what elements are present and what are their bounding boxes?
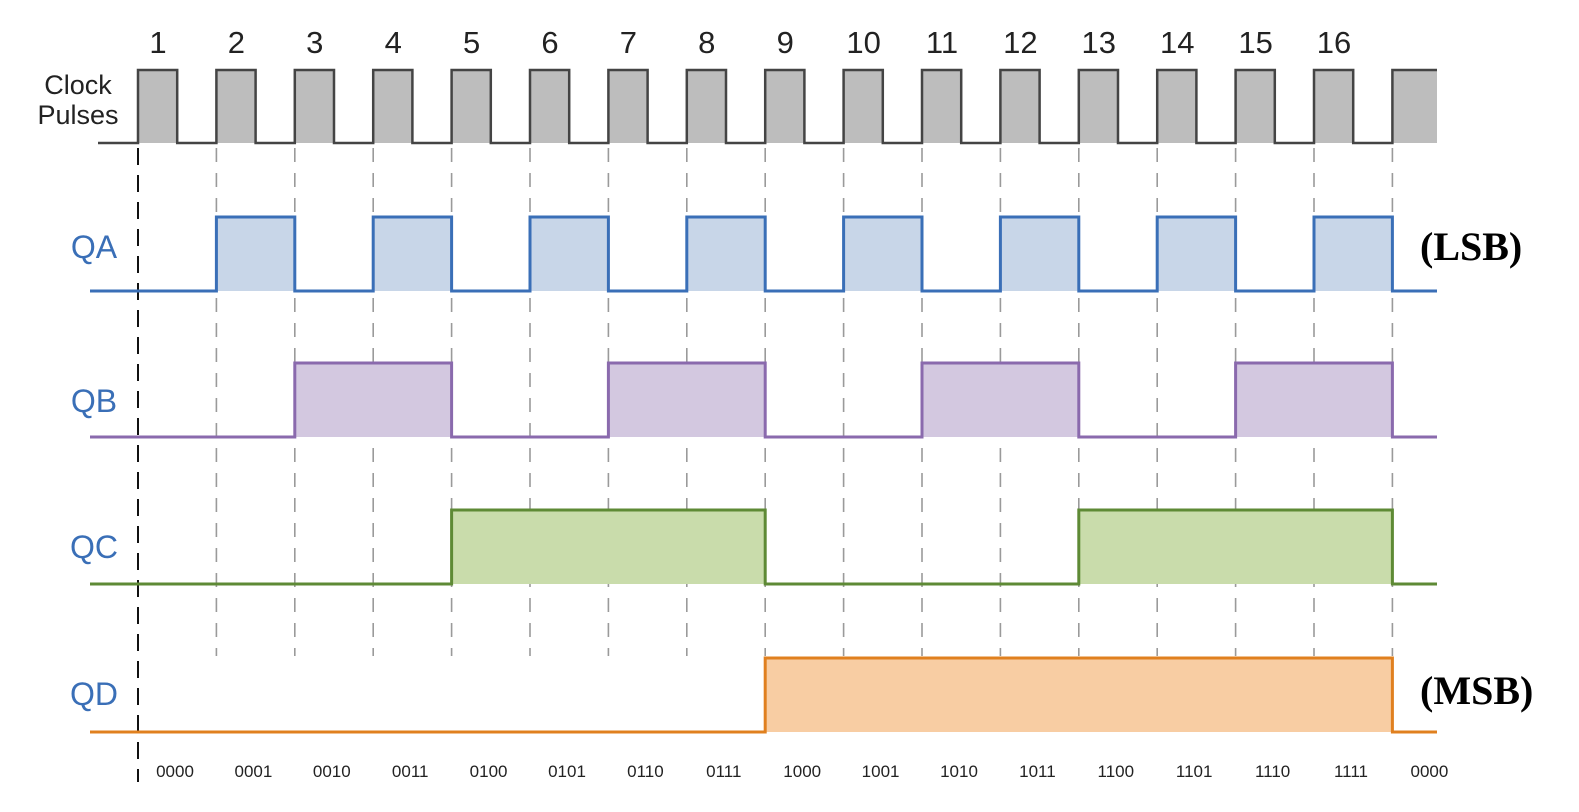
count-state-label: 0110 (627, 762, 664, 781)
pulse-number: 10 (846, 25, 880, 60)
count-state-label: 0101 (548, 762, 586, 781)
signal-high-fill (373, 217, 452, 291)
lsb-label: (LSB) (1420, 224, 1522, 269)
signal-high-fill (608, 363, 766, 437)
count-state-label: 1010 (940, 762, 978, 781)
signal-label-qc: QC (70, 529, 118, 565)
signal-label-qb: QB (71, 383, 117, 419)
count-state-label: 1101 (1176, 762, 1213, 781)
clock-pulses-label: Pulses (37, 100, 118, 130)
count-state-label: 0010 (313, 762, 351, 781)
clock-pulse (1235, 70, 1275, 143)
labels: 1 2 3 4 5 6 7 8 9 10 11 12 13 14 15 16ClockPulsesQAQBQC… (37, 25, 1533, 781)
signal-line-qb (90, 361, 1437, 439)
signal-high-fill (294, 363, 452, 437)
signal-high-fill (451, 510, 766, 584)
signal-high-fill (1000, 217, 1079, 291)
signal-high-fill (530, 217, 609, 291)
count-state-label: 0011 (392, 762, 429, 781)
clock-pulse (451, 70, 491, 143)
pulse-number: 1 (149, 25, 166, 60)
signal-high-fill (216, 217, 295, 291)
count-state-label: 0000 (156, 762, 194, 781)
signal-line-qc (90, 508, 1437, 586)
signal-high-fill (1314, 217, 1393, 291)
clock-pulse (922, 70, 962, 143)
clock-pulse (765, 70, 805, 143)
clock-pulse (1157, 70, 1197, 143)
clock-pulse (530, 70, 570, 143)
count-state-label: 0111 (706, 762, 741, 781)
pulse-number: 14 (1160, 25, 1194, 60)
count-state-label: 1111 (1334, 762, 1368, 781)
count-state-label: 1011 (1019, 762, 1056, 781)
clock-pulse (373, 70, 413, 143)
clock-pulse (216, 70, 256, 143)
pulse-number: 3 (306, 25, 323, 60)
pulse-number: 12 (1003, 25, 1037, 60)
pulse-number: 4 (385, 25, 402, 60)
count-state-label: 0001 (234, 762, 272, 781)
clock-pulse (1000, 70, 1040, 143)
signal-high-fill (1078, 510, 1393, 584)
signal-high-fill (1235, 363, 1393, 437)
pulse-number: 11 (926, 25, 958, 60)
count-state-label: 1000 (783, 762, 821, 781)
clock-pulses-label: Clock (44, 70, 112, 100)
clock-pulse (1392, 70, 1437, 143)
count-state-label: 1001 (862, 762, 900, 781)
clock-pulse (686, 70, 726, 143)
pulse-number: 8 (698, 25, 715, 60)
clock-pulse (294, 70, 334, 143)
signal-waveforms (90, 215, 1437, 734)
clock-pulse (138, 70, 178, 143)
msb-label: (MSB) (1420, 668, 1533, 713)
signal-label-qa: QA (71, 229, 118, 265)
clock-pulse (1078, 70, 1118, 143)
pulse-number: 5 (463, 25, 480, 60)
signal-line-qa (90, 215, 1437, 293)
pulse-number: 15 (1238, 25, 1272, 60)
clock-pulse (843, 70, 883, 143)
pulse-number: 7 (620, 25, 637, 60)
clock-waveform (98, 68, 1437, 145)
count-state-label: 0000 (1410, 762, 1448, 781)
count-state-label: 1110 (1255, 762, 1290, 781)
signal-high-fill (765, 658, 1393, 732)
pulse-number: 13 (1082, 25, 1116, 60)
signal-label-qd: QD (70, 676, 118, 712)
signal-high-fill (686, 217, 766, 291)
count-state-label: 0100 (470, 762, 508, 781)
clock-pulse (608, 70, 648, 143)
signal-high-fill (922, 363, 1079, 437)
signal-high-fill (1157, 217, 1236, 291)
signal-line-qd (90, 656, 1437, 734)
clock-pulse (1314, 70, 1354, 143)
count-state-label: 1100 (1098, 762, 1135, 781)
pulse-number: 2 (228, 25, 245, 60)
pulse-number: 16 (1317, 25, 1351, 60)
signal-high-fill (843, 217, 922, 291)
clock-line (98, 68, 1437, 145)
pulse-number: 9 (777, 25, 794, 60)
pulse-number: 6 (541, 25, 558, 60)
